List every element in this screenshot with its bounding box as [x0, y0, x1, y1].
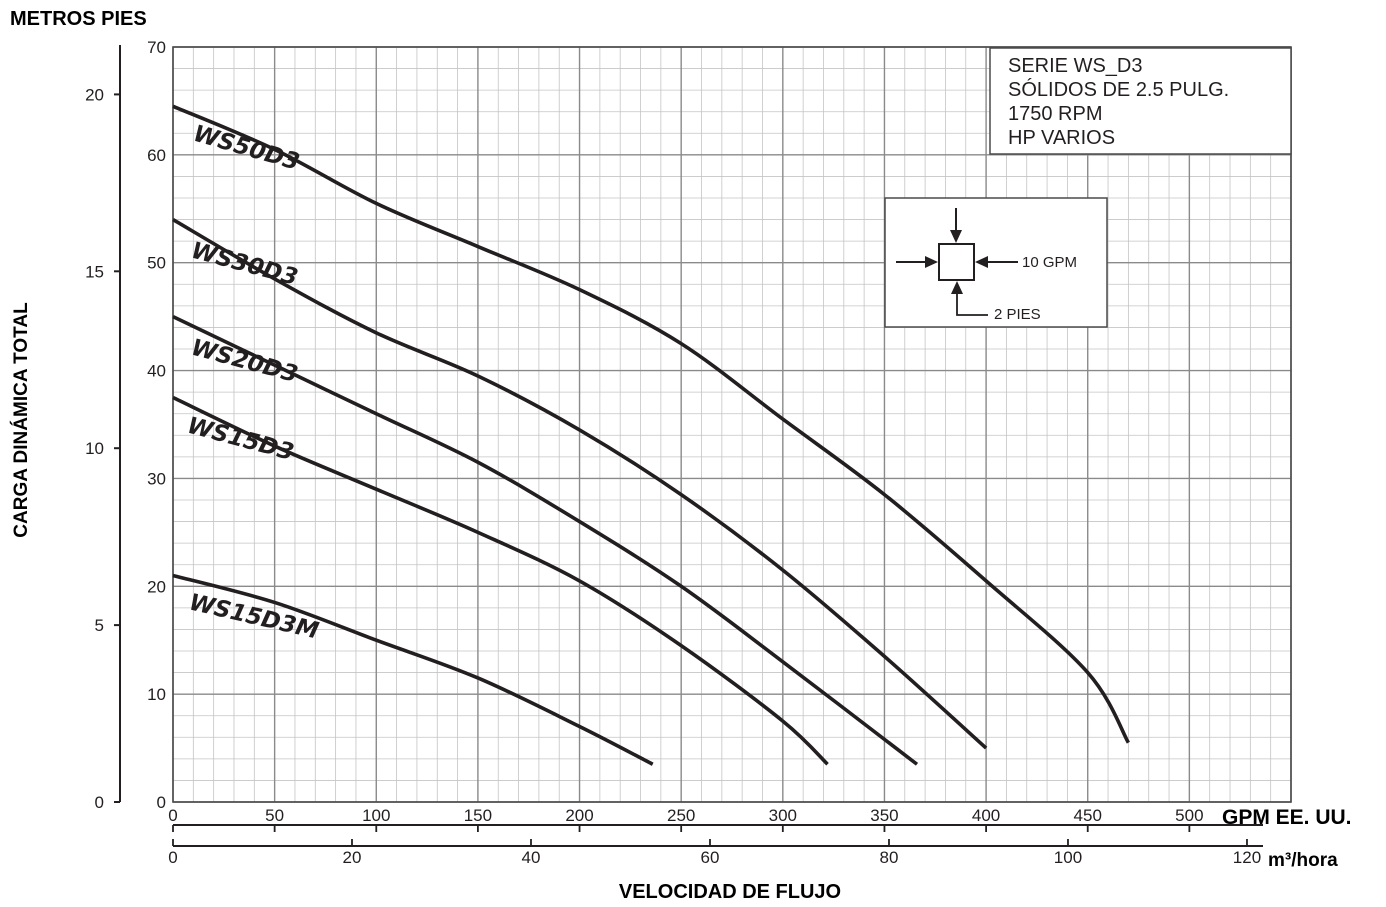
y-axis-meters: 0 5 10 15 20 [85, 45, 121, 812]
y-feet-tick-label: 70 [147, 38, 166, 57]
curve-ws30d3 [172, 218, 988, 750]
x-gpm-unit-label: GPM EE. UU. [1222, 806, 1352, 829]
grid-scale-legend: 10 GPM 2 PIES [884, 197, 1108, 328]
x-gpm-tick-label: 50 [265, 806, 284, 825]
x-m3-tick-label: 80 [880, 848, 899, 867]
y-meters-tick-label: 0 [95, 793, 104, 812]
y-meters-tick-label: 20 [85, 85, 104, 104]
info-line-4: HP VARIOS [1008, 127, 1115, 149]
x-gpm-tick-label: 500 [1175, 806, 1203, 825]
curve-ws15d3m [172, 573, 654, 766]
x-m3-tick-label: 120 [1233, 848, 1261, 867]
x-gpm-tick-label: 150 [464, 806, 492, 825]
curve-ws50d3 [172, 104, 1130, 744]
y-meters-tick-label: 15 [85, 262, 104, 281]
y-feet-tick-label: 10 [147, 685, 166, 704]
grid-cell-square [938, 243, 975, 281]
x-m3-tick-label: 60 [701, 848, 720, 867]
x-gpm-tick-label: 200 [565, 806, 593, 825]
y-units-label: METROS PIES [10, 8, 147, 30]
arrow-top-icon [950, 208, 962, 243]
y-feet-tick-label: 0 [157, 793, 166, 812]
info-box-frame [989, 47, 1292, 155]
x-gpm-tick-label: 450 [1074, 806, 1102, 825]
curve-ws15d3 [172, 395, 829, 766]
x-gpm-tick-label: 100 [362, 806, 390, 825]
x-m3-tick-label: 40 [522, 848, 541, 867]
arrow-left-icon [896, 256, 938, 268]
x-axis-title: VELOCIDAD DE FLUJO [619, 881, 841, 903]
x-gpm-tick-label: 400 [972, 806, 1000, 825]
curve-label-ws20d3: WS20D3 [188, 335, 300, 388]
minor-grid [173, 47, 1291, 802]
curve-label-ws30d3: WS30D3 [188, 238, 300, 291]
curve-labels: WS50D3 WS30D3 WS20D3 WS15D3 WS15D3M [184, 121, 321, 645]
curve-ws20d3 [172, 315, 919, 766]
y-meters-ticks: 0 5 10 15 20 [85, 85, 120, 812]
x-gpm-tick-label: 300 [769, 806, 797, 825]
y-feet-tick-labels: 0 10 20 30 40 50 60 70 [147, 38, 166, 812]
x-m3-tick-label: 0 [168, 848, 177, 867]
arrow-right-icon [975, 256, 1018, 268]
x-m3-ticks: 0 20 40 60 80 100 120 [168, 839, 1261, 867]
x-axis-gpm: 0 50 100 150 200 250 300 350 400 450 500 [168, 806, 1263, 832]
x-gpm-tick-label: 350 [870, 806, 898, 825]
info-line-1: SERIE WS_D3 [1008, 55, 1142, 77]
info-box: SERIE WS_D3 SÓLIDOS DE 2.5 PULG. 1750 RP… [989, 47, 1292, 155]
curves [172, 104, 1130, 766]
x-m3-unit-label: m³/hora [1268, 850, 1338, 871]
plot-border [172, 46, 1292, 803]
y-feet-tick-label: 50 [147, 254, 166, 273]
x-gpm-tick-label: 0 [168, 806, 177, 825]
y-feet-tick-label: 20 [147, 577, 166, 596]
major-grid [172, 46, 1292, 803]
y-meters-tick-label: 10 [85, 439, 104, 458]
x-m3-tick-label: 20 [343, 848, 362, 867]
info-line-3: 1750 RPM [1008, 103, 1103, 125]
x-m3-tick-label: 100 [1054, 848, 1082, 867]
grid-legend-vertical: 2 PIES [994, 306, 1041, 323]
info-line-2: SÓLIDOS DE 2.5 PULG. [1008, 78, 1229, 101]
grid-legend-horizontal: 10 GPM [1022, 254, 1077, 271]
x-gpm-tick-label: 250 [667, 806, 695, 825]
curve-label-ws15d3: WS15D3 [184, 413, 296, 466]
x-gpm-ticks: 0 50 100 150 200 250 300 350 400 450 500 [168, 806, 1204, 832]
arrow-bottom-icon [951, 281, 988, 316]
x-axis-m3: 0 20 40 60 80 100 120 [168, 839, 1263, 867]
curve-label-ws50d3: WS50D3 [190, 121, 302, 176]
y-feet-tick-label: 30 [147, 469, 166, 488]
y-feet-tick-label: 60 [147, 146, 166, 165]
y-meters-tick-label: 5 [95, 616, 104, 635]
y-feet-tick-label: 40 [147, 362, 166, 381]
y-axis-title: CARGA DINÁMICA TOTAL [10, 302, 32, 538]
